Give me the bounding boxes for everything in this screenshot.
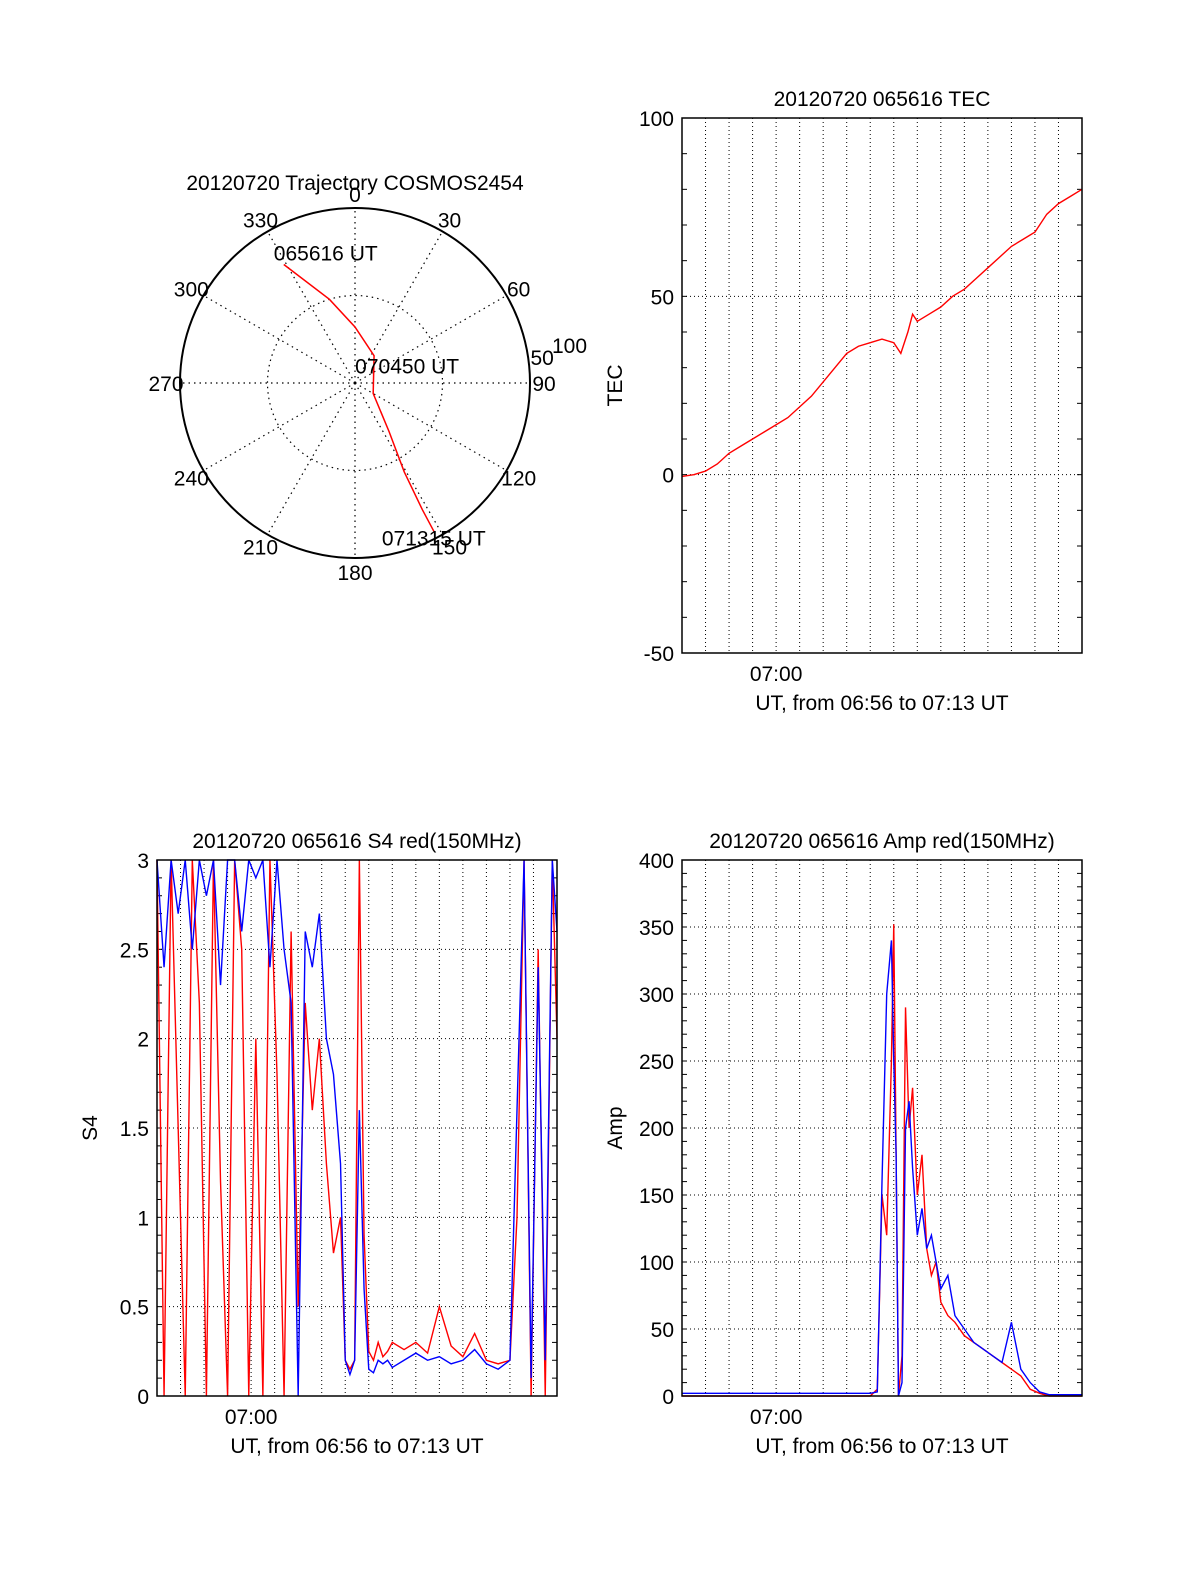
y-tick-label: 100 xyxy=(639,1252,674,1275)
tec-x-axis-label: UT, from 06:56 to 07:13 UT xyxy=(755,692,1008,715)
polar-ring-label: 50 xyxy=(531,347,554,370)
y-tick-label: 3 xyxy=(137,850,149,873)
trajectory-point-label: 070450 UT xyxy=(355,356,459,379)
amp-x-axis-label: UT, from 06:56 to 07:13 UT xyxy=(755,1435,1008,1458)
polar-inner-ring xyxy=(266,294,444,472)
polar-spoke xyxy=(354,382,507,472)
y-tick-label: 300 xyxy=(639,984,674,1007)
y-tick-label: 0 xyxy=(137,1386,149,1409)
y-tick-label: 50 xyxy=(651,286,674,309)
polar-spoke xyxy=(203,382,356,472)
s4-series-blue xyxy=(156,859,558,1397)
y-tick-label: 0 xyxy=(662,1386,674,1409)
y-tick-label: 2 xyxy=(137,1029,149,1052)
polar-angle-label: 60 xyxy=(507,279,530,302)
polar-angle-label: 180 xyxy=(337,562,372,585)
y-tick-label: 1.5 xyxy=(120,1118,149,1141)
polar-outer-circle xyxy=(179,207,531,559)
trajectory-point-label: 071315 UT xyxy=(382,527,486,550)
polar-angle-label: 240 xyxy=(174,468,209,491)
y-tick-label: 1 xyxy=(137,1207,149,1230)
tec-title: 20120720 065616 TEC xyxy=(774,88,991,111)
polar-angle-label: 0 xyxy=(349,184,361,207)
polar-angle-label: 270 xyxy=(148,373,183,396)
x-tick-label: 07:00 xyxy=(225,1406,278,1429)
polar-angle-label: 120 xyxy=(501,468,536,491)
s4-x-axis-label: UT, from 06:56 to 07:13 UT xyxy=(230,1435,483,1458)
y-tick-label: 0.5 xyxy=(120,1297,149,1320)
s4-y-axis-label: S4 xyxy=(79,1115,102,1141)
trajectory-point-label: 065616 UT xyxy=(274,242,378,265)
polar-angle-label: 90 xyxy=(532,373,555,396)
y-tick-label: -50 xyxy=(644,643,674,666)
polar-spoke xyxy=(266,382,356,535)
polar-angle-label: 210 xyxy=(243,537,278,560)
x-tick-label: 07:00 xyxy=(750,663,803,686)
amp-title: 20120720 065616 Amp red(150MHz) xyxy=(709,830,1055,853)
s4-title: 20120720 065616 S4 red(150MHz) xyxy=(192,830,521,853)
y-tick-label: 50 xyxy=(651,1319,674,1342)
y-tick-label: 100 xyxy=(639,108,674,131)
polar-ring-label: 100 xyxy=(552,335,587,358)
tec-plot-frame xyxy=(681,117,1083,654)
y-tick-label: 2.5 xyxy=(120,939,149,962)
polar-angle-label: 30 xyxy=(438,209,461,232)
y-tick-label: 200 xyxy=(639,1118,674,1141)
y-tick-label: 150 xyxy=(639,1185,674,1208)
y-tick-label: 350 xyxy=(639,917,674,940)
tec-series-line xyxy=(681,188,1083,478)
s4-plot-frame xyxy=(156,859,558,1397)
polar-angle-label: 300 xyxy=(174,279,209,302)
tec-y-axis-label: TEC xyxy=(604,365,627,407)
y-tick-label: 250 xyxy=(639,1051,674,1074)
amp-plot-frame xyxy=(681,859,1083,1397)
trajectory-line xyxy=(283,263,435,532)
trajectory-title: 20120720 Trajectory COSMOS2454 xyxy=(186,172,524,195)
amp-y-axis-label: Amp xyxy=(604,1106,627,1149)
y-tick-label: 400 xyxy=(639,850,674,873)
polar-angle-label: 150 xyxy=(432,537,467,560)
amp-series-blue xyxy=(682,940,1082,1397)
y-tick-label: 0 xyxy=(662,465,674,488)
polar-angle-label: 330 xyxy=(243,209,278,232)
x-tick-label: 07:00 xyxy=(750,1406,803,1429)
